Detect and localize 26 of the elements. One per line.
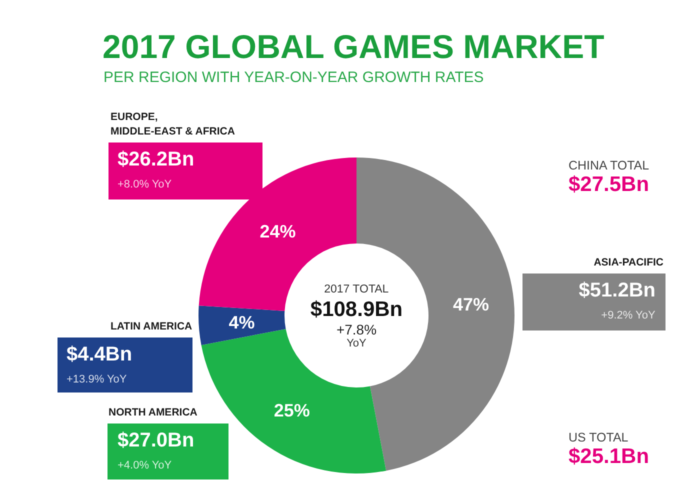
text: $25.1Bn — [568, 445, 650, 468]
text: +4.0% YoY — [118, 460, 172, 472]
slice-label: EUROPE, MIDDLE-EAST & AFRICA — [110, 111, 236, 138]
slice-label: LATIN AMERICA — [110, 320, 193, 332]
text: $4.4Bn — [66, 344, 132, 366]
text: +8.0% YoY — [118, 178, 172, 190]
data-label: 24% — [260, 222, 296, 242]
slice-label: NORTH AMERICA — [108, 406, 198, 418]
text: $27.5Bn — [568, 173, 650, 196]
text: US TOTAL — [568, 430, 628, 444]
slice-label: ASIA-PACIFIC — [594, 256, 664, 268]
text: +7.8% — [336, 322, 377, 338]
text: 2017 TOTAL — [324, 284, 390, 296]
text: +9.2% YoY — [601, 310, 656, 322]
data-label: 47% — [452, 294, 490, 315]
text: CHINA TOTAL — [568, 158, 650, 172]
data-label: 25% — [274, 400, 310, 421]
text: $108.9Bn — [310, 298, 403, 321]
chart-subtitle: PER REGION WITH YEAR-ON-YEAR GROWTH RATES — [104, 69, 484, 86]
text: +13.9% YoY — [66, 374, 128, 386]
data-label: 4% — [228, 312, 255, 333]
chart-title: 2017 GLOBAL GAMES MARKET — [102, 28, 604, 65]
text: $26.2Bn — [118, 148, 194, 170]
text: $51.2Bn — [578, 280, 656, 302]
text: YoY — [346, 338, 368, 350]
text: $27.0Bn — [118, 430, 194, 452]
